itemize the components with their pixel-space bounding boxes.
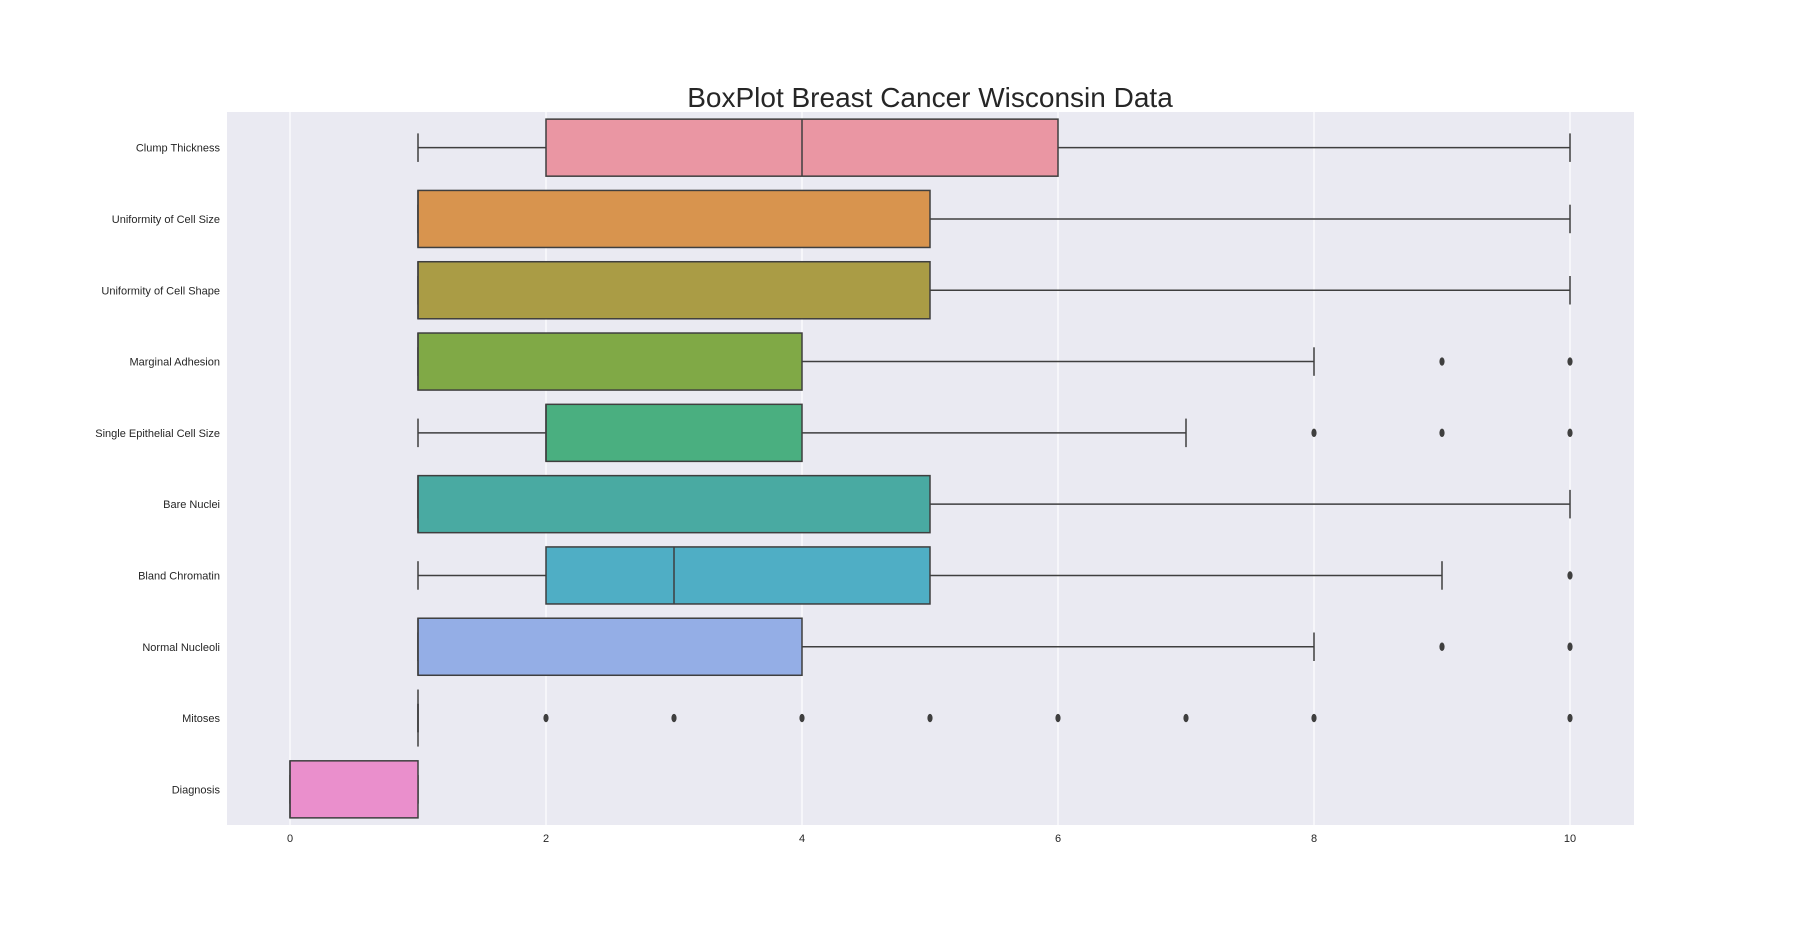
category-label: Single Epithelial Cell Size (95, 428, 220, 440)
box-group (417, 189, 1571, 249)
box-iqr (417, 189, 931, 249)
x-tick-label: 2 (543, 833, 549, 845)
category-label: Marginal Adhesion (129, 357, 220, 369)
outlier-point (1311, 428, 1317, 438)
outlier-point (1567, 357, 1573, 366)
outlier-point (1183, 713, 1189, 723)
box-iqr (289, 760, 419, 819)
outlier-point (1567, 571, 1573, 580)
outlier-point (1311, 713, 1317, 723)
outlier-point (1439, 642, 1445, 651)
outlier-point (1567, 642, 1573, 651)
outlier-point (671, 713, 677, 723)
x-tick-label: 8 (1311, 833, 1317, 845)
category-label: Clump Thickness (136, 143, 221, 155)
outlier-point (1439, 428, 1445, 438)
box-group (417, 617, 1573, 677)
category-label: Bare Nuclei (163, 499, 220, 511)
category-label: Normal Nucleoli (142, 642, 220, 654)
box-iqr (417, 617, 803, 677)
category-label: Uniformity of Cell Size (112, 214, 220, 226)
box-group (417, 118, 1571, 177)
box-iqr (417, 332, 803, 391)
x-tick-label: 6 (1055, 833, 1061, 845)
box-iqr (417, 260, 931, 320)
category-label: Uniformity of Cell Shape (101, 285, 220, 297)
category-label: Mitoses (182, 713, 220, 725)
category-label: Bland Chromatin (138, 570, 220, 582)
box-group (417, 403, 1573, 463)
chart-title: BoxPlot Breast Cancer Wisconsin Data (687, 82, 1173, 113)
outlier-point (1567, 713, 1573, 723)
x-tick-label: 4 (799, 833, 805, 845)
x-tick-label: 10 (1564, 833, 1576, 845)
x-tick-label: 0 (287, 833, 293, 845)
box-group (289, 760, 419, 819)
box-iqr (545, 546, 931, 605)
outlier-point (927, 713, 933, 723)
box-iqr (417, 474, 931, 534)
outlier-point (1439, 357, 1445, 366)
category-label: Diagnosis (172, 784, 221, 796)
outlier-point (799, 713, 805, 723)
outlier-point (543, 713, 549, 723)
outlier-point (1567, 428, 1573, 438)
box-group (417, 474, 1571, 534)
box-group (417, 260, 1571, 320)
box-iqr (545, 403, 803, 463)
box-group (417, 689, 1573, 747)
outlier-point (1055, 713, 1061, 723)
x-tick-labels: 0 2 4 6 8 10 (287, 833, 1576, 845)
category-labels: Clump Thickness Uniformity of Cell Size Un… (95, 143, 220, 797)
box-group (417, 546, 1573, 605)
box-group (417, 332, 1573, 391)
boxes-layer (289, 118, 1573, 819)
